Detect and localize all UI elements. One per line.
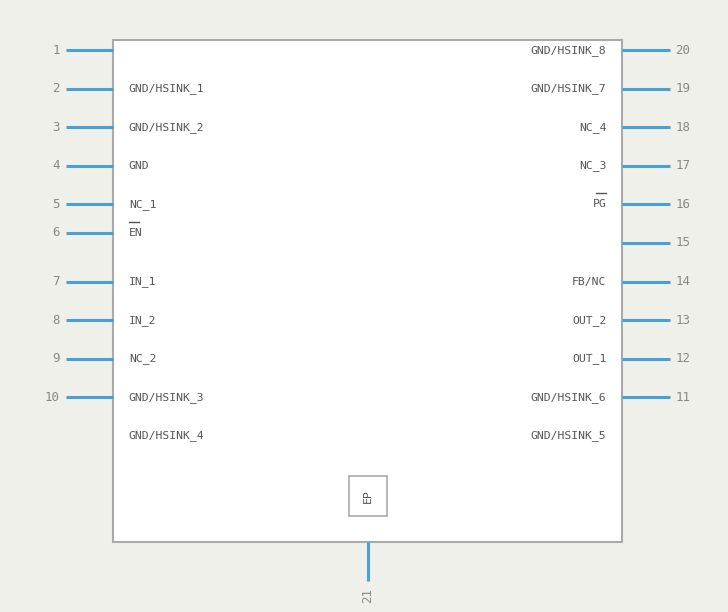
- Text: NC_1: NC_1: [129, 199, 157, 210]
- Text: 12: 12: [676, 352, 691, 365]
- Text: GND/HSINK_1: GND/HSINK_1: [129, 83, 205, 94]
- Text: 18: 18: [676, 121, 691, 134]
- Text: NC_3: NC_3: [579, 160, 606, 171]
- Text: IN_2: IN_2: [129, 315, 157, 326]
- Text: 7: 7: [52, 275, 60, 288]
- Text: 8: 8: [52, 313, 60, 327]
- Text: GND/HSINK_7: GND/HSINK_7: [531, 83, 606, 94]
- Text: 16: 16: [676, 198, 691, 211]
- Text: 1: 1: [52, 43, 60, 57]
- Text: 3: 3: [52, 121, 60, 134]
- Text: PG: PG: [593, 200, 606, 209]
- Text: GND: GND: [129, 161, 149, 171]
- Text: GND/HSINK_3: GND/HSINK_3: [129, 392, 205, 403]
- Bar: [113, 40, 622, 542]
- Text: 11: 11: [676, 390, 691, 404]
- Text: 19: 19: [676, 82, 691, 95]
- Text: GND/HSINK_8: GND/HSINK_8: [531, 45, 606, 56]
- Text: 2: 2: [52, 82, 60, 95]
- Text: 20: 20: [676, 43, 691, 57]
- Text: EP: EP: [363, 489, 373, 502]
- Bar: [349, 476, 387, 515]
- Text: GND/HSINK_6: GND/HSINK_6: [531, 392, 606, 403]
- Text: 17: 17: [676, 159, 691, 173]
- Text: FB/NC: FB/NC: [572, 277, 606, 286]
- Text: GND/HSINK_2: GND/HSINK_2: [129, 122, 205, 133]
- Text: OUT_1: OUT_1: [572, 353, 606, 364]
- Text: GND/HSINK_4: GND/HSINK_4: [129, 430, 205, 441]
- Text: GND/HSINK_5: GND/HSINK_5: [531, 430, 606, 441]
- Text: 4: 4: [52, 159, 60, 173]
- Text: EN: EN: [129, 228, 143, 237]
- Text: 13: 13: [676, 313, 691, 327]
- Text: 10: 10: [44, 390, 60, 404]
- Text: 15: 15: [676, 236, 691, 250]
- Text: OUT_2: OUT_2: [572, 315, 606, 326]
- Text: NC_4: NC_4: [579, 122, 606, 133]
- Text: IN_1: IN_1: [129, 276, 157, 287]
- Text: 14: 14: [676, 275, 691, 288]
- Text: NC_2: NC_2: [129, 353, 157, 364]
- Text: 6: 6: [52, 226, 60, 239]
- Text: 9: 9: [52, 352, 60, 365]
- Text: 21: 21: [361, 588, 374, 603]
- Text: 5: 5: [52, 198, 60, 211]
